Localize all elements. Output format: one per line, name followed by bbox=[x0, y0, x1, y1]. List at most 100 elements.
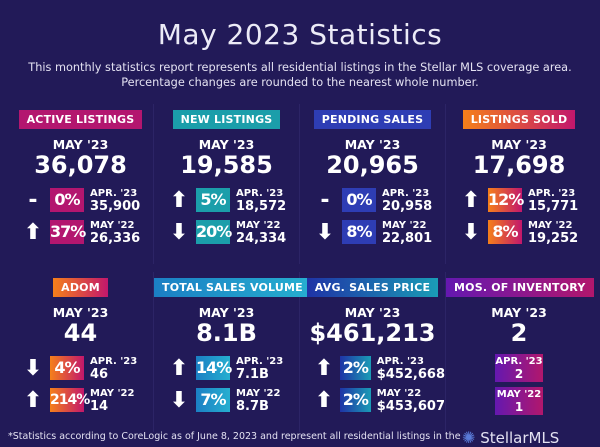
card-value: 17,698 bbox=[472, 151, 566, 179]
arrow-down-icon: ⬇ bbox=[169, 219, 189, 245]
comparison-rows: -0% APR. '23 20,958 ⬇ 8% MAY '22 22,801 bbox=[300, 184, 445, 248]
comparison-value: 8.7B bbox=[236, 399, 269, 414]
card-label: ADOM bbox=[53, 278, 108, 297]
card-period: MAY '23 bbox=[52, 305, 109, 320]
comparison-row: ⬆ 14% APR. '23 7.1B bbox=[168, 352, 299, 384]
card-period: MAY '23 bbox=[198, 305, 255, 320]
arrow-up-icon: ⬆ bbox=[23, 387, 43, 413]
page-title: May 2023 Statistics bbox=[157, 18, 443, 51]
logo-star-icon: ✺ bbox=[462, 428, 476, 447]
comparison-row: ⬇ 8% MAY '22 19,252 bbox=[460, 216, 592, 248]
comparison-period: APR. '23 bbox=[382, 188, 430, 199]
comparison-rows: ⬆ 12% APR. '23 15,771 ⬇ 8% MAY '22 19,252 bbox=[446, 184, 592, 248]
comparison-value: 14 bbox=[90, 399, 109, 414]
card-period: MAY '23 bbox=[344, 137, 401, 152]
stat-card: ADOM MAY '23 44 ⬇ 4% APR. '23 46 ⬆ 214% MAY '22 14 bbox=[8, 272, 154, 432]
percent-change: 20% bbox=[196, 220, 232, 244]
comparison-period: APR. '23 bbox=[528, 188, 576, 199]
card-value: 44 bbox=[63, 319, 98, 347]
card-period: MAY '23 bbox=[198, 137, 255, 152]
comparison-row: -0% APR. '23 20,958 bbox=[314, 184, 445, 216]
comparison-rows: ⬆ 2% APR. '23 $452,668 ⬆ 2% MAY '22 $453,607 bbox=[300, 352, 445, 416]
card-label: AVG. SALES PRICE bbox=[306, 278, 439, 297]
comparison: MAY '22 26,336 bbox=[90, 219, 140, 245]
arrow-up-icon: ⬆ bbox=[169, 355, 189, 381]
arrow-down-icon: ⬇ bbox=[23, 355, 43, 381]
comparison-row: ⬆ 5% APR. '23 18,572 bbox=[168, 184, 299, 216]
comparison: MAY '22 22,801 bbox=[382, 219, 432, 245]
percent-change: 2% bbox=[339, 388, 371, 412]
comparison-period: APR. '23 bbox=[495, 356, 543, 367]
arrow-down-icon: ⬇ bbox=[461, 219, 481, 245]
card-period: MAY '23 bbox=[52, 137, 109, 152]
comparison-row: -0% APR. '23 35,900 bbox=[22, 184, 153, 216]
stellar-mls-logo: ✺ StellarMLS bbox=[462, 428, 559, 447]
card-label: PENDING SALES bbox=[313, 110, 432, 129]
comparison-period: APR. '23 bbox=[236, 188, 284, 199]
percent-change: 12% bbox=[488, 188, 524, 212]
percent-change: 0% bbox=[50, 188, 84, 212]
comparison-row: ⬇ 8% MAY '22 22,801 bbox=[314, 216, 445, 248]
comparison-period: APR. '23 bbox=[90, 188, 138, 199]
comparison-value: 26,336 bbox=[90, 231, 141, 246]
card-value: 2 bbox=[510, 319, 528, 347]
comparison: APR. '23 35,900 bbox=[90, 187, 140, 213]
card-value: 36,078 bbox=[34, 151, 127, 179]
stat-card: ACTIVE LISTINGS MAY '23 36,078-0% APR. '23 3… bbox=[8, 104, 154, 264]
stat-card: AVG. SALES PRICE MAY '23 $461,213 ⬆ 2% APR. '… bbox=[300, 272, 446, 432]
comparison-rows: ⬆ 14% APR. '23 7.1B ⬇ 7% MAY '22 8.7B bbox=[154, 352, 299, 416]
comparison-value: $453,607 bbox=[376, 399, 445, 414]
comparison-period: MAY '22 bbox=[90, 220, 135, 231]
card-period: MAY '23 bbox=[491, 305, 547, 320]
comparison-period: MAY '22 bbox=[376, 388, 422, 399]
stats-grid: ACTIVE LISTINGS MAY '23 36,078-0% APR. '23 3… bbox=[8, 104, 594, 432]
percent-change: 14% bbox=[196, 356, 232, 380]
comparison: MAY '22 19,252 bbox=[528, 219, 578, 245]
comparison-rows: ⬇ 4% APR. '23 46 ⬆ 214% MAY '22 14 bbox=[8, 352, 153, 416]
card-label: LISTINGS SOLD bbox=[462, 110, 576, 129]
percent-change: 8% bbox=[488, 220, 522, 244]
comparison-row: ⬆ 214% MAY '22 14 bbox=[22, 384, 153, 416]
comparison-value: 35,900 bbox=[90, 199, 141, 214]
percent-change: 0% bbox=[342, 188, 376, 212]
comparison-value: 19,252 bbox=[528, 231, 579, 246]
subtitle-line: Percentage changes are rounded to the ne… bbox=[121, 76, 479, 89]
comparison-period: APR. '23 bbox=[376, 356, 424, 367]
card-period: MAY '23 bbox=[491, 137, 547, 152]
comparison-rows: APR. '23 2 MAY '22 1 bbox=[446, 354, 592, 415]
comparison: MAY '22 14 bbox=[90, 387, 134, 413]
stat-card: NEW LISTINGS MAY '23 19,585 ⬆ 5% APR. '23 18,5… bbox=[154, 104, 300, 264]
card-value: 8.1B bbox=[196, 319, 257, 347]
comparison-period: APR. '23 bbox=[236, 356, 284, 367]
subtitle-line: This monthly statistics report represent… bbox=[28, 61, 572, 74]
percent-change: 4% bbox=[50, 356, 84, 380]
card-period: MAY '23 bbox=[344, 305, 401, 320]
comparison-value: 22,801 bbox=[382, 231, 433, 246]
stat-card: MOS. OF INVENTORY MAY '23 2 APR. '23 2 MAY '2… bbox=[446, 272, 594, 432]
comparison: APR. '23 46 bbox=[90, 355, 137, 381]
arrow-up-icon: ⬆ bbox=[314, 355, 334, 381]
inventory-comparison: MAY '22 1 bbox=[495, 387, 543, 415]
percent-change: 7% bbox=[196, 388, 230, 412]
card-label: TOTAL SALES VOLUME bbox=[154, 278, 311, 297]
comparison-row: ⬇ 4% APR. '23 46 bbox=[22, 352, 153, 384]
card-label: NEW LISTINGS bbox=[172, 110, 281, 129]
comparison-rows: ⬆ 5% APR. '23 18,572 ⬇ 20% MAY '22 24,334 bbox=[154, 184, 299, 248]
comparison: APR. '23 15,771 bbox=[528, 187, 578, 213]
arrow-down-icon: ⬇ bbox=[169, 387, 189, 413]
arrow-up-icon: ⬆ bbox=[23, 219, 43, 245]
dash-icon: - bbox=[28, 187, 38, 213]
comparison-period: MAY '22 bbox=[236, 220, 281, 231]
card-value: $461,213 bbox=[309, 319, 436, 347]
comparison-period: MAY '22 bbox=[90, 388, 135, 399]
comparison: MAY '22 24,334 bbox=[236, 219, 286, 245]
card-label: ACTIVE LISTINGS bbox=[18, 110, 143, 129]
comparison-row: ⬆ 2% APR. '23 $452,668 bbox=[314, 352, 445, 384]
comparison-period: MAY '22 bbox=[496, 389, 542, 400]
comparison-rows: -0% APR. '23 35,900 ⬆ 37% MAY '22 26,336 bbox=[8, 184, 153, 248]
percent-change: 214% bbox=[50, 388, 90, 412]
comparison-row: ⬆ 37% MAY '22 26,336 bbox=[22, 216, 153, 248]
footnote: *Statistics according to CoreLogic as of… bbox=[8, 431, 461, 442]
percent-change: 5% bbox=[196, 188, 230, 212]
stat-card: TOTAL SALES VOLUME MAY '23 8.1B ⬆ 14% APR. '2… bbox=[154, 272, 311, 432]
